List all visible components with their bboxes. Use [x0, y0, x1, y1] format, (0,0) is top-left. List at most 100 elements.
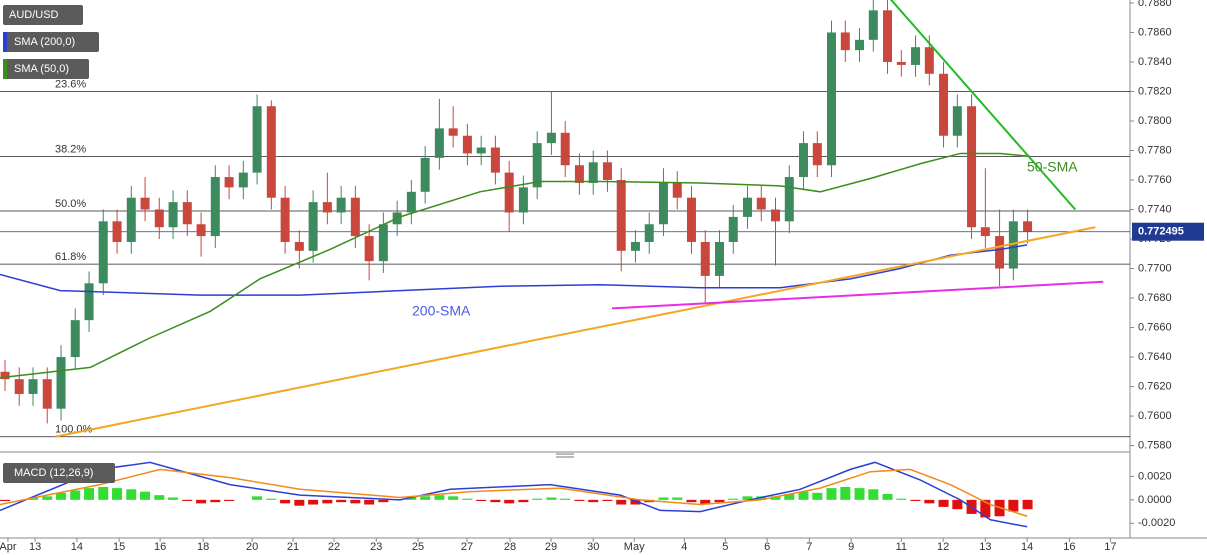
candle-body	[322, 202, 332, 213]
histogram-bar	[1008, 499, 1019, 512]
histogram-bar	[406, 497, 417, 500]
trend-line	[889, 0, 1076, 211]
candle-body	[924, 47, 934, 74]
legend-box[interactable]	[3, 5, 83, 25]
y-tick-label: 0.7800	[1138, 115, 1172, 127]
candle-body	[0, 371, 10, 380]
x-tick-label: 14	[71, 541, 83, 553]
x-tick-label: May	[624, 541, 645, 553]
legend-label: SMA (50,0)	[14, 63, 69, 75]
x-tick-label: 18	[197, 541, 209, 553]
x-tick-label: 15	[113, 541, 125, 553]
candle-body	[294, 241, 304, 251]
candle-body	[756, 197, 766, 210]
x-tick-label: 7	[806, 541, 812, 553]
legend-box[interactable]	[3, 59, 89, 79]
x-tick-label: 13	[29, 541, 41, 553]
candle-body	[252, 106, 262, 173]
histogram-bar	[350, 499, 361, 504]
histogram-bar	[98, 486, 109, 500]
x-tick-label: 30	[587, 541, 599, 553]
histogram-bar	[336, 499, 347, 503]
y-tick-label: 0.7600	[1138, 410, 1172, 422]
histogram-bar	[280, 499, 291, 504]
candle-body	[616, 180, 626, 251]
histogram-bar	[700, 499, 711, 505]
histogram-bar	[868, 489, 879, 500]
x-tick-label: 29	[545, 541, 557, 553]
candle-body	[140, 197, 150, 210]
histogram-bar	[504, 499, 515, 504]
histogram-bar	[126, 489, 137, 500]
y-tick-label: 0.0020	[1138, 470, 1172, 482]
candle-body	[1008, 221, 1018, 269]
legend-label: MACD (12,26,9)	[14, 467, 93, 479]
histogram-bar	[322, 499, 333, 504]
candle-body	[574, 165, 584, 183]
histogram-bar	[168, 497, 179, 500]
histogram-bar	[854, 488, 865, 500]
candle-body	[1023, 221, 1033, 232]
legend-swatch	[3, 59, 7, 79]
candle-body	[504, 172, 514, 213]
trend-line	[54, 226, 1096, 438]
candle-body	[714, 241, 724, 276]
panel-grip[interactable]	[556, 453, 574, 458]
histogram-bar	[672, 497, 683, 500]
histogram-bar	[826, 488, 837, 500]
annotation: 200-SMA	[412, 303, 471, 319]
histogram-bar	[588, 499, 599, 503]
y-tick-label: 0.7700	[1138, 262, 1172, 274]
histogram-bar	[84, 488, 95, 500]
candle-body	[84, 283, 94, 321]
y-tick-label: 0.7880	[1138, 0, 1172, 9]
histogram-bar	[798, 491, 809, 500]
candle-body	[280, 197, 290, 242]
candle-body	[518, 187, 528, 213]
candle-body	[196, 224, 206, 237]
legend-box[interactable]	[3, 463, 115, 483]
candle-body	[980, 227, 990, 237]
y-tick-label: 0.7580	[1138, 439, 1172, 451]
x-tick-label: 12	[937, 541, 949, 553]
y-tick-label: 0.7860	[1138, 26, 1172, 38]
candle-body	[546, 132, 556, 144]
candle-body	[70, 320, 80, 358]
candle-body	[855, 39, 865, 51]
fib-label: 61.8%	[55, 251, 86, 263]
last-price-label: 0.772495	[1138, 226, 1184, 238]
histogram-bar	[784, 493, 795, 500]
x-tick-label: 22	[328, 541, 340, 553]
candle-body	[98, 221, 108, 284]
x-tick-label: 21	[287, 541, 299, 553]
candle-body	[182, 202, 192, 225]
legend-label: SMA (200,0)	[14, 36, 75, 48]
histogram-bar	[812, 492, 823, 500]
x-tick-label: 11	[896, 541, 907, 553]
histogram-bar	[224, 499, 235, 502]
candle-body	[700, 241, 710, 276]
histogram-bar	[112, 488, 123, 500]
x-tick-label: 13	[979, 541, 991, 553]
fib-label: 23.6%	[55, 78, 86, 90]
y-tick-label: 0.7660	[1138, 321, 1172, 333]
trend-line	[611, 280, 1104, 310]
histogram-bar	[1022, 499, 1033, 510]
fib-label: 100.0%	[55, 424, 93, 436]
histogram-bar	[434, 495, 445, 500]
last-price-box	[1132, 222, 1204, 241]
candle-body	[883, 10, 893, 62]
histogram-bar	[910, 499, 921, 502]
histogram-bar	[546, 497, 557, 500]
candle-body	[42, 379, 52, 409]
x-tick-label: 4	[681, 541, 687, 553]
candle-body	[350, 197, 360, 237]
candle-body	[911, 47, 921, 65]
x-tick-label: 16	[1063, 541, 1075, 553]
legend-box[interactable]	[3, 32, 99, 52]
histogram-bar	[924, 499, 935, 504]
x-tick-label: 14	[1021, 541, 1033, 553]
annotation: 50-SMA	[1027, 159, 1078, 175]
